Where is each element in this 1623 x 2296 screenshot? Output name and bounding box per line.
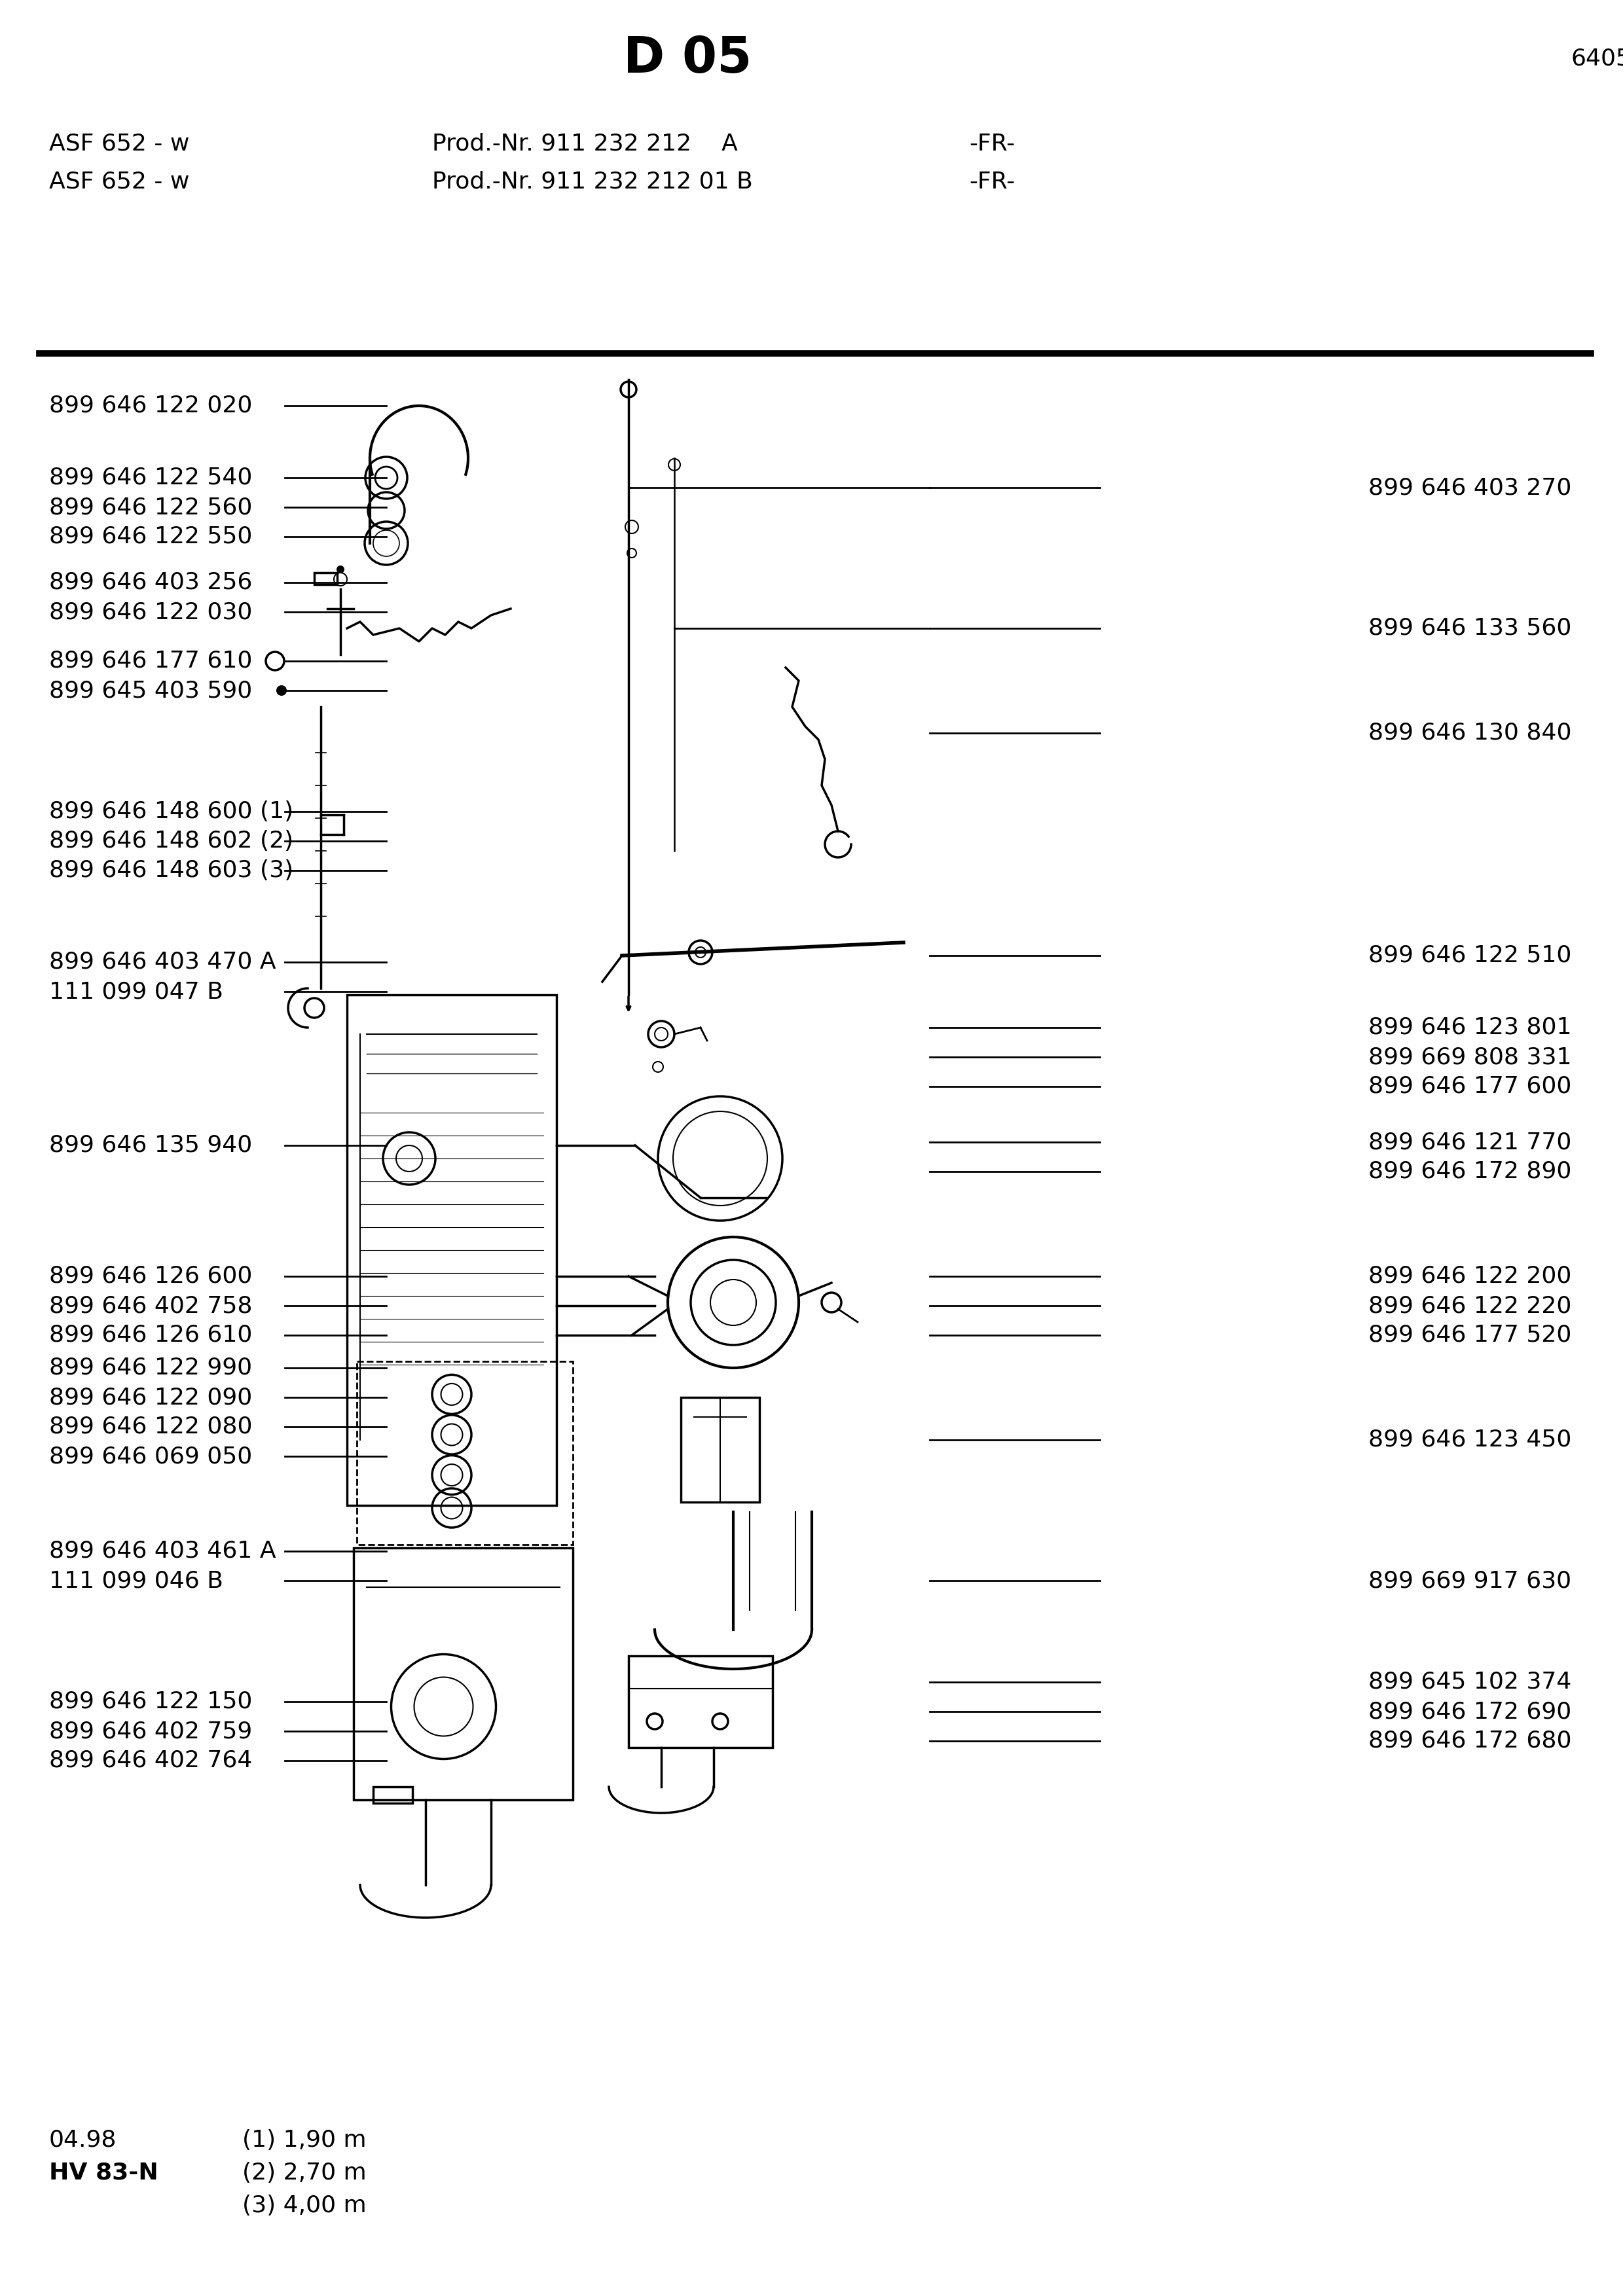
Text: 899 646 122 550: 899 646 122 550 xyxy=(49,526,252,549)
Text: 899 646 123 450: 899 646 123 450 xyxy=(1368,1428,1571,1451)
Text: ASF 652 - w: ASF 652 - w xyxy=(49,170,190,193)
Text: 899 646 402 758: 899 646 402 758 xyxy=(49,1295,253,1318)
Text: 899 646 148 600 (1): 899 646 148 600 (1) xyxy=(49,801,294,822)
Text: 899 646 122 510: 899 646 122 510 xyxy=(1368,944,1571,967)
Text: 899 646 403 256: 899 646 403 256 xyxy=(49,572,252,595)
Text: 899 646 403 461 A: 899 646 403 461 A xyxy=(49,1541,276,1561)
Text: 899 646 177 520: 899 646 177 520 xyxy=(1368,1325,1571,1345)
Text: 899 646 402 764: 899 646 402 764 xyxy=(49,1750,252,1773)
Text: 899 646 122 030: 899 646 122 030 xyxy=(49,602,252,622)
Text: 899 646 133 560: 899 646 133 560 xyxy=(1368,618,1571,641)
Bar xyxy=(682,1398,760,1502)
Text: 899 646 122 200: 899 646 122 200 xyxy=(1368,1265,1571,1288)
Text: 899 646 172 890: 899 646 172 890 xyxy=(1368,1159,1571,1182)
Bar xyxy=(354,1548,573,1800)
Text: 899 646 122 020: 899 646 122 020 xyxy=(49,395,252,418)
Text: 899 646 123 801: 899 646 123 801 xyxy=(1368,1017,1571,1038)
Text: 899 646 122 080: 899 646 122 080 xyxy=(49,1417,253,1437)
Text: 04.98: 04.98 xyxy=(49,2128,117,2151)
Text: 899 646 126 610: 899 646 126 610 xyxy=(49,1325,252,1345)
Bar xyxy=(628,1655,773,1747)
Bar xyxy=(347,994,557,1506)
Text: 899 646 122 990: 899 646 122 990 xyxy=(49,1357,252,1380)
Text: 899 669 808 331: 899 669 808 331 xyxy=(1368,1047,1571,1068)
Text: 899 646 122 150: 899 646 122 150 xyxy=(49,1690,252,1713)
Bar xyxy=(357,1362,573,1545)
Text: (2) 2,70 m: (2) 2,70 m xyxy=(242,2163,367,2183)
Text: 899 646 069 050: 899 646 069 050 xyxy=(49,1444,252,1467)
Text: 899 646 121 770: 899 646 121 770 xyxy=(1368,1132,1571,1153)
Text: HV 83-N: HV 83-N xyxy=(49,2163,159,2183)
Text: 899 645 403 590: 899 645 403 590 xyxy=(49,680,252,703)
Text: 899 646 403 270: 899 646 403 270 xyxy=(1368,478,1571,498)
Circle shape xyxy=(276,684,287,696)
Text: 6405: 6405 xyxy=(1571,48,1623,71)
Text: 899 646 177 610: 899 646 177 610 xyxy=(49,650,252,673)
Text: 899 646 122 540: 899 646 122 540 xyxy=(49,466,252,489)
Text: 899 646 172 680: 899 646 172 680 xyxy=(1368,1729,1571,1752)
Bar xyxy=(373,1786,412,1802)
Text: 899 646 122 560: 899 646 122 560 xyxy=(49,496,252,519)
Circle shape xyxy=(336,565,344,574)
Text: 111 099 047 B: 111 099 047 B xyxy=(49,980,224,1003)
Text: -FR-: -FR- xyxy=(969,170,1014,193)
Text: 899 646 122 220: 899 646 122 220 xyxy=(1368,1295,1571,1318)
Text: 899 646 122 090: 899 646 122 090 xyxy=(49,1387,252,1407)
Text: 899 646 148 602 (2): 899 646 148 602 (2) xyxy=(49,829,294,852)
Text: 899 669 917 630: 899 669 917 630 xyxy=(1368,1570,1571,1591)
Text: D 05: D 05 xyxy=(623,34,751,83)
Text: 899 646 177 600: 899 646 177 600 xyxy=(1368,1075,1571,1097)
Text: -FR-: -FR- xyxy=(969,133,1014,156)
Text: 899 646 126 600: 899 646 126 600 xyxy=(49,1265,252,1288)
Text: 899 646 172 690: 899 646 172 690 xyxy=(1368,1701,1571,1722)
Text: 899 646 135 940: 899 646 135 940 xyxy=(49,1134,252,1157)
Text: Prod.-Nr. 911 232 212 01 B: Prod.-Nr. 911 232 212 01 B xyxy=(432,170,753,193)
Text: 899 646 402 759: 899 646 402 759 xyxy=(49,1720,252,1743)
Text: 899 646 130 840: 899 646 130 840 xyxy=(1368,721,1571,744)
Text: Prod.-Nr. 911 232 212    A: Prod.-Nr. 911 232 212 A xyxy=(432,133,738,156)
Text: 899 646 148 603 (3): 899 646 148 603 (3) xyxy=(49,859,294,882)
Text: (1) 1,90 m: (1) 1,90 m xyxy=(242,2128,367,2151)
Text: 899 646 403 470 A: 899 646 403 470 A xyxy=(49,951,276,974)
Text: 899 645 102 374: 899 645 102 374 xyxy=(1368,1671,1571,1692)
Bar xyxy=(315,572,338,585)
Text: 111 099 046 B: 111 099 046 B xyxy=(49,1570,224,1591)
Text: ASF 652 - w: ASF 652 - w xyxy=(49,133,190,156)
Text: (3) 4,00 m: (3) 4,00 m xyxy=(242,2195,367,2218)
